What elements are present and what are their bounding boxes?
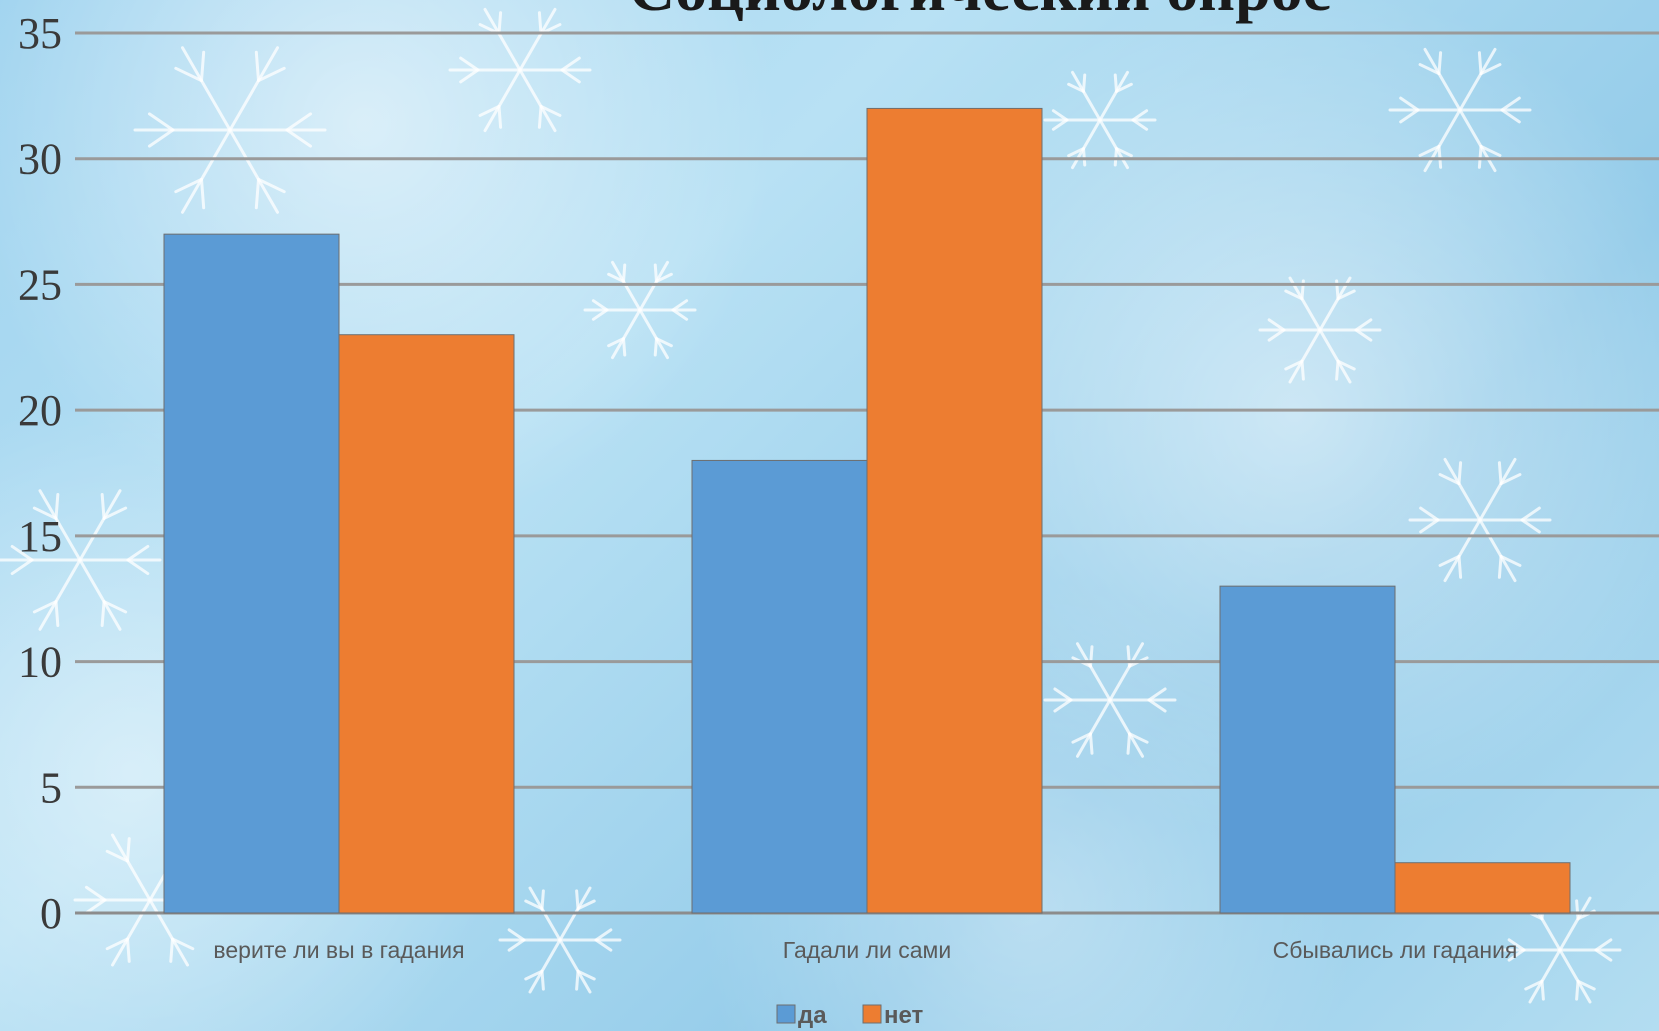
y-tick-label: 25	[18, 260, 62, 309]
snowflake-icon	[1408, 457, 1552, 583]
bar-series-2	[1394, 862, 1571, 914]
y-tick-label: 30	[18, 135, 62, 184]
y-tick-label: 20	[18, 386, 62, 435]
legend-label: да	[798, 1002, 827, 1029]
snowflake-icon	[1043, 70, 1157, 170]
snowflake-icon	[0, 489, 162, 631]
x-category-label: Сбывались ли гадания	[1273, 937, 1518, 963]
bar-series-2	[338, 334, 515, 914]
y-tick-label: 10	[18, 638, 62, 687]
y-tick-label: 5	[40, 763, 62, 812]
y-tick-label: 0	[40, 889, 62, 938]
bar-series-1	[1219, 585, 1396, 914]
x-category-label: Гадали ли сами	[783, 937, 951, 963]
y-tick-label: 35	[18, 9, 62, 58]
snowflake-icon	[1388, 47, 1532, 173]
legend-label: нет	[884, 1002, 924, 1029]
x-category-label: верите ли вы в гадания	[213, 937, 464, 963]
x-axis-labels: верите ли вы в гадания Гадали ли сами Сбыв…	[213, 937, 1517, 963]
legend-swatch	[862, 1004, 882, 1024]
snowflake-icon	[1498, 896, 1622, 1004]
bar-series-1	[691, 459, 868, 914]
snowflake-icon	[1258, 276, 1382, 384]
legend: да нет	[776, 1002, 924, 1029]
snowflake-icon	[448, 7, 592, 133]
bar-series-1	[163, 233, 340, 914]
legend-swatch	[776, 1004, 796, 1024]
chart-title: Социологический опрос	[629, 0, 1331, 24]
snowflake-icon	[583, 260, 697, 360]
bar-series-2	[866, 107, 1043, 914]
snowflake-icon	[498, 886, 622, 994]
snowflake-icon	[133, 46, 327, 214]
bars	[163, 107, 1571, 914]
snowflake-icon	[1043, 642, 1177, 758]
y-axis-ticks: 0 5 10 15 20 25 30 35	[18, 9, 62, 938]
y-tick-label: 15	[18, 512, 62, 561]
snowflake-decor	[0, 7, 1622, 1004]
